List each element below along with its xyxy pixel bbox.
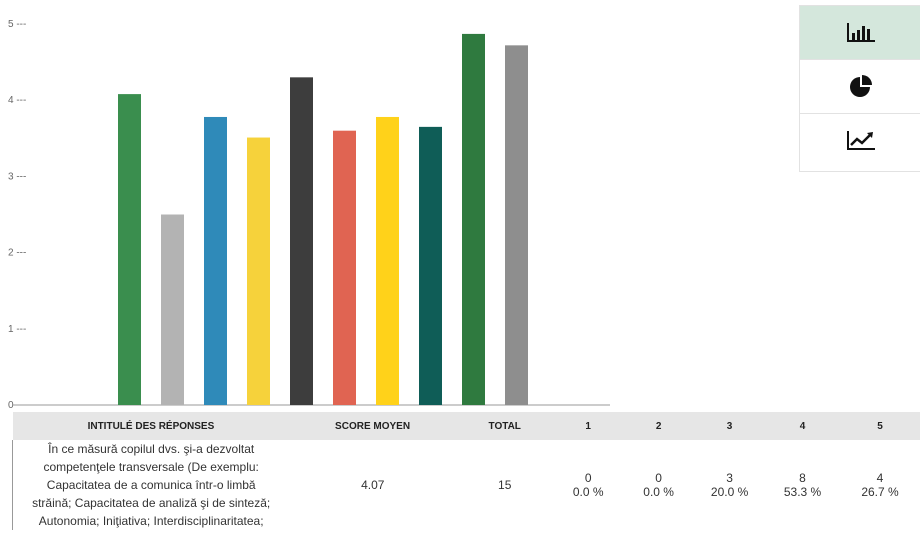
bar-9[interactable] <box>462 33 485 405</box>
line-chart-icon <box>846 131 875 150</box>
results-table: INTITULÉ DES RÉPONSES SCORE MOYEN TOTAL … <box>12 412 920 530</box>
question-line: străină; Capacitatea de analiză şi de si… <box>32 496 271 510</box>
header-score: SCORE MOYEN <box>289 412 457 440</box>
count-cell-3: 3 20.0 % <box>694 440 765 530</box>
bars <box>118 33 528 406</box>
count-value: 0 <box>584 471 592 485</box>
header-col-3: 3 <box>694 412 766 440</box>
bar-2[interactable] <box>161 214 184 406</box>
bar-7[interactable] <box>376 116 399 406</box>
count-cell-2: 0 0.0 % <box>623 440 694 530</box>
question-line: În ce măsură copilul dvs. şi-a dezvoltat <box>48 442 255 456</box>
percent-value: 26.7 % <box>861 485 899 499</box>
question-line: Capacitatea de a comunica într-o limbă <box>46 478 256 492</box>
header-col-1: 1 <box>553 412 624 440</box>
header-col-4: 4 <box>765 412 840 440</box>
percent-value: 53.3 % <box>783 485 822 499</box>
total-cell: 15 <box>498 478 512 492</box>
count-cell-5: 4 26.7 % <box>840 440 920 530</box>
y-tick-label: 5 --- <box>8 19 26 30</box>
count-value: 8 <box>799 471 806 485</box>
count-value: 0 <box>655 471 662 485</box>
bar-chart-icon <box>846 22 875 42</box>
count-value: 3 <box>726 471 733 485</box>
pie-chart-icon <box>849 74 872 97</box>
bar-5[interactable] <box>290 77 313 405</box>
bar-6[interactable] <box>333 130 356 405</box>
percent-value: 0.0 % <box>643 485 674 499</box>
question-line: Autonomia; Iniţiativa; Interdisciplinari… <box>38 514 264 528</box>
count-cell-1: 0 0.0 % <box>553 440 623 530</box>
y-tick-label: 4 --- <box>8 95 26 106</box>
bar-3[interactable] <box>204 116 227 406</box>
question-cell: În ce măsură copilul dvs. şi-a dezvoltat… <box>12 440 290 530</box>
y-tick-label: 1 --- <box>8 324 26 335</box>
chart-type-switcher <box>799 5 920 172</box>
question-line: competenţele transversale (De exemplu: <box>43 460 259 474</box>
bar-chart: 0 ---1 ---2 ---3 ---4 ---5 --- <box>8 19 610 411</box>
y-tick-label: 3 --- <box>8 171 26 182</box>
bar-1[interactable] <box>118 94 141 405</box>
bar-10[interactable] <box>505 45 528 405</box>
line-chart-button[interactable] <box>800 114 920 168</box>
table-header-row: INTITULÉ DES RÉPONSES SCORE MOYEN TOTAL … <box>12 412 920 440</box>
header-col-5: 5 <box>840 412 920 440</box>
bar-chart-button[interactable] <box>800 6 920 60</box>
y-axis: 0 ---1 ---2 ---3 ---4 ---5 --- <box>8 19 26 411</box>
header-label: INTITULÉ DES RÉPONSES <box>12 412 290 440</box>
header-total: TOTAL <box>456 412 554 440</box>
percent-value: 20.0 % <box>710 485 749 499</box>
y-tick-label: 2 --- <box>8 248 26 259</box>
count-cell-4: 8 53.3 % <box>765 440 840 530</box>
score-cell: 4.07 <box>361 478 385 492</box>
count-value: 4 <box>876 471 884 485</box>
table-row: În ce măsură copilul dvs. şi-a dezvoltat… <box>12 440 920 530</box>
percent-value: 0.0 % <box>572 485 604 499</box>
bar-4[interactable] <box>247 137 270 405</box>
pie-chart-button[interactable] <box>800 60 920 114</box>
header-col-2: 2 <box>623 412 695 440</box>
bar-8[interactable] <box>419 126 442 406</box>
